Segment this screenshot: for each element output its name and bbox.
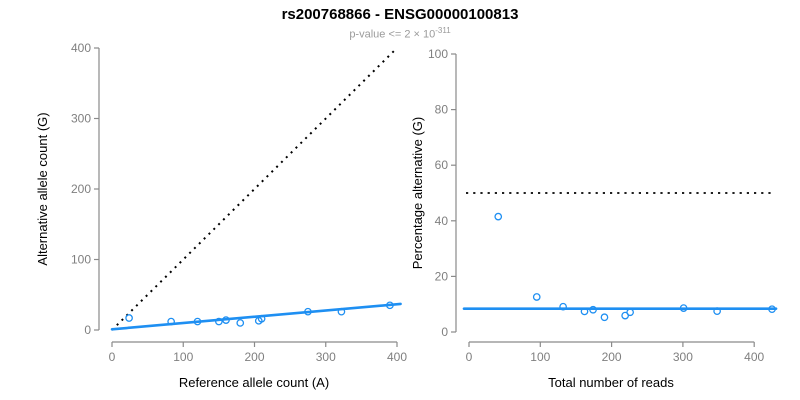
y-tick-label: 0 (84, 323, 91, 337)
y-tick-label: 100 (71, 253, 91, 267)
data-point (304, 307, 312, 316)
data-point (679, 304, 688, 312)
data-point (626, 308, 634, 317)
x-tick-label: 200 (244, 350, 264, 364)
data-point (386, 301, 394, 310)
data-point (559, 302, 567, 311)
y-tick-label: 80 (435, 103, 449, 117)
subtitle-text: p-value <= 2 × 10 (349, 28, 436, 41)
data-point (222, 316, 230, 324)
y-tick-label: 20 (435, 269, 449, 283)
data-point (589, 305, 597, 314)
y-tick-label: 200 (71, 182, 91, 196)
y-tick-label: 300 (71, 112, 91, 126)
x-tick-label: 0 (109, 350, 116, 364)
data-point (236, 319, 245, 327)
page-title: rs200768866 - ENSG00000100813 (281, 6, 519, 23)
y-axis-title: Percentage alternative (G) (410, 117, 425, 269)
data-point (193, 317, 202, 326)
x-tick-label: 400 (744, 350, 764, 364)
x-tick-label: 100 (530, 350, 550, 364)
y-tick-label: 400 (71, 41, 91, 55)
y-tick-label: 60 (435, 158, 449, 172)
x-tick-label: 200 (602, 350, 622, 364)
x-axis-title: Total number of reads (548, 375, 674, 390)
data-point (167, 317, 175, 326)
subtitle: p-value <= 2 × 10-311 (0, 26, 800, 41)
y-axis-title: Alternative allele count (G) (35, 112, 50, 265)
fit-line (110, 302, 402, 331)
x-tick-label: 100 (173, 350, 193, 364)
x-tick-label: 400 (387, 350, 407, 364)
subtitle-exponent: -311 (435, 26, 451, 35)
y-tick-label: 0 (441, 325, 448, 339)
identity-dotted-line (111, 47, 398, 331)
data-point (125, 314, 133, 322)
x-tick-label: 0 (466, 350, 473, 364)
data-point (768, 305, 776, 314)
data-point (494, 212, 503, 221)
data-point (532, 293, 541, 301)
x-axis-title: Reference allele count (A) (179, 375, 329, 390)
data-point (713, 307, 721, 315)
data-point (337, 307, 346, 316)
data-point (257, 314, 266, 323)
y-tick-label: 40 (435, 214, 449, 228)
x-tick-label: 300 (316, 350, 336, 364)
y-tick-label: 100 (428, 47, 448, 61)
x-tick-label: 300 (673, 350, 693, 364)
data-point (580, 307, 589, 316)
data-point (215, 317, 223, 326)
data-point (600, 313, 609, 322)
